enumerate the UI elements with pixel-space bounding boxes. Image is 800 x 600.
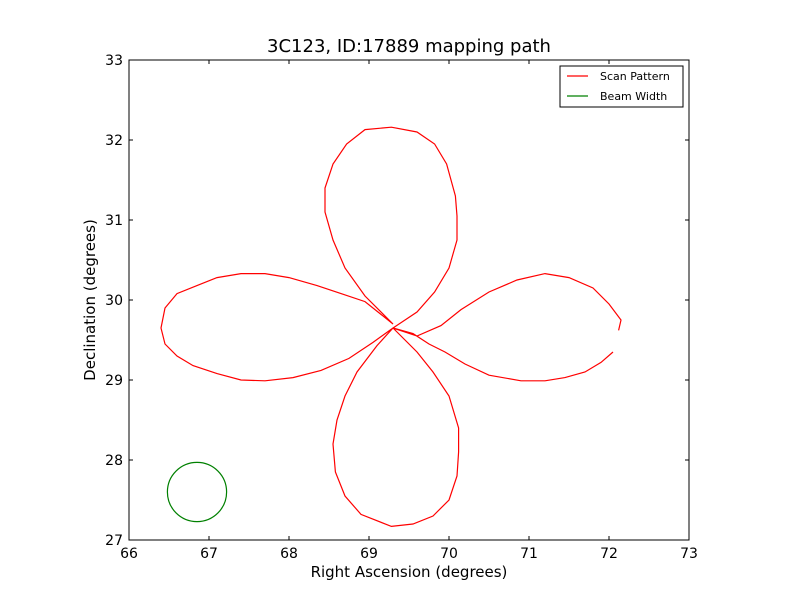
ticks-layer: 66 67 68 69 70 71 72 73 27 28 29 30 31 32 33 (105, 53, 698, 562)
series-layer (160, 126, 622, 528)
chart-title: 3C123, ID:17889 mapping path (267, 36, 551, 57)
x-tick-label: 72 (600, 546, 618, 562)
legend: Scan Pattern Beam Width (559, 65, 684, 108)
x-tick-label: 66 (120, 546, 138, 562)
x-tick-label: 67 (200, 546, 218, 562)
y-tick-label: 33 (105, 53, 123, 69)
legend-label-scan-pattern: Scan Pattern (600, 70, 670, 83)
y-tick-label: 31 (105, 213, 123, 229)
x-tick-label: 70 (440, 546, 458, 562)
y-axis-label: Declination (degrees) (81, 219, 99, 381)
x-axis-label: Right Ascension (degrees) (311, 563, 508, 581)
x-tick-label: 68 (280, 546, 298, 562)
x-tick-label: 73 (680, 546, 698, 562)
legend-box (559, 65, 684, 108)
legend-label-beam-width: Beam Width (600, 90, 667, 103)
y-tick-label: 29 (105, 373, 123, 389)
y-tick-label: 27 (105, 533, 123, 549)
y-tick-label: 30 (105, 293, 123, 309)
y-tick-label: 28 (105, 453, 123, 469)
beam-width-circle (166, 461, 228, 523)
y-tick-label: 32 (105, 133, 123, 149)
x-tick-label: 69 (360, 546, 378, 562)
x-tick-label: 71 (520, 546, 538, 562)
plot-area (129, 60, 689, 540)
series-line-scan-pattern (160, 126, 622, 528)
